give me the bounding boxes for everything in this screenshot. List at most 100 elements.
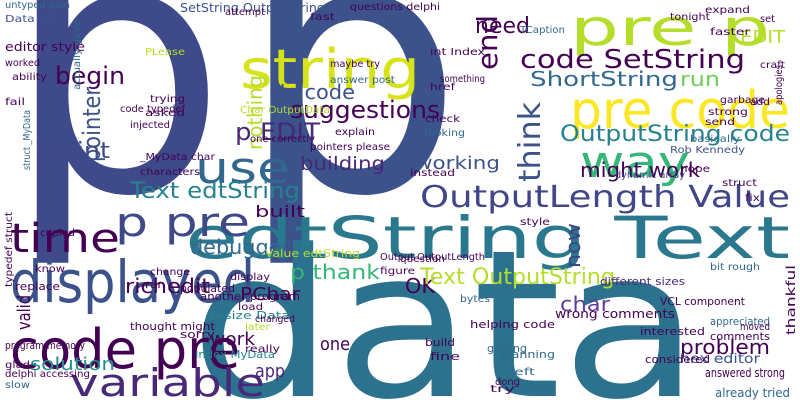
- word: p thank: [290, 260, 380, 284]
- word: fix: [745, 193, 760, 204]
- word: try: [490, 384, 515, 395]
- word: trying: [150, 94, 185, 105]
- word: TCaption: [519, 25, 565, 36]
- word: pointer: [78, 87, 106, 162]
- word: change: [150, 267, 190, 278]
- word: worked: [5, 58, 40, 69]
- word: p pre: [115, 200, 250, 246]
- word: questions delphi: [350, 2, 440, 13]
- word: comments: [710, 330, 770, 343]
- word: need: [475, 14, 530, 39]
- word: OutputString code: [560, 122, 790, 147]
- word: thought might: [130, 320, 216, 333]
- word: int Index: [430, 47, 485, 58]
- word: something: [440, 74, 485, 85]
- word: basically: [690, 134, 740, 145]
- word: problem: [680, 335, 770, 359]
- word: faster: [710, 27, 751, 38]
- word: program memory: [5, 339, 85, 352]
- word: variable: [70, 361, 265, 400]
- word: populated: [180, 282, 235, 295]
- word: delphi accessing: [5, 369, 90, 380]
- word: getting: [487, 342, 527, 355]
- word: untyped poin: [5, 0, 70, 11]
- word: run: [680, 67, 720, 91]
- word: hex editor: [680, 352, 761, 367]
- word: instead: [410, 168, 455, 179]
- word: copied: [40, 228, 75, 239]
- word: apologies: [774, 65, 785, 105]
- word: Unicode: [270, 80, 355, 104]
- word: attempt: [225, 7, 265, 18]
- word: another program: [200, 290, 300, 303]
- word: nothing: [243, 75, 267, 150]
- word: Index MyData: [195, 348, 275, 361]
- word: explain: [335, 127, 375, 138]
- word: answered strong: [705, 366, 785, 380]
- word: thankful: [784, 265, 798, 335]
- word: OK: [405, 274, 436, 298]
- word: actually gave: [72, 20, 83, 90]
- word: struct _MyData: [22, 110, 33, 170]
- word: struct: [722, 178, 757, 189]
- word: valid: [14, 295, 35, 330]
- word: display: [230, 272, 270, 283]
- word: question: [400, 254, 445, 265]
- word: bit rough: [710, 262, 760, 273]
- word: begin: [55, 62, 125, 90]
- word: PChar: [240, 284, 301, 305]
- word: pointers please: [310, 142, 390, 153]
- word: send: [705, 117, 735, 128]
- word: Data int: [5, 14, 55, 25]
- word: know: [35, 264, 65, 275]
- word: solution: [30, 354, 115, 375]
- word: Text edtString: [129, 179, 300, 204]
- word: p: [5, 0, 227, 273]
- word: Rob Kennedy: [670, 145, 745, 156]
- word: resize Data: [210, 309, 290, 322]
- word: strong: [708, 107, 748, 118]
- word: Text OutputString: [419, 265, 615, 290]
- word: planning: [500, 348, 555, 361]
- word: displayed: [10, 248, 255, 316]
- word: data: [190, 207, 700, 400]
- word: way: [580, 137, 690, 188]
- word: moved: [740, 322, 770, 333]
- word: point: [45, 139, 110, 164]
- word: fast: [310, 12, 335, 23]
- word: asked: [145, 108, 185, 119]
- word: one correctly: [250, 134, 315, 145]
- word: sorry: [180, 328, 216, 341]
- word: ShortString: [530, 67, 678, 91]
- word: wrong comments: [555, 307, 675, 321]
- word: use: [195, 143, 290, 194]
- word: pre code: [570, 81, 790, 141]
- word: replace: [15, 280, 60, 293]
- word: code SetString: [520, 45, 745, 75]
- word: EDIT: [740, 27, 786, 48]
- word: tonight: [670, 12, 710, 23]
- word: really: [245, 344, 280, 355]
- word: slow: [5, 380, 30, 391]
- word: working: [415, 153, 500, 174]
- word: build: [425, 336, 455, 349]
- word: looking: [425, 128, 465, 139]
- word: now: [561, 223, 585, 268]
- word: considered: [645, 353, 710, 366]
- word: OutputLength Value: [420, 180, 790, 215]
- word: left: [510, 367, 535, 378]
- word: ability: [12, 72, 47, 83]
- word: suggestions: [290, 96, 440, 124]
- word: figure: [380, 266, 415, 277]
- word: debugger: [190, 235, 291, 259]
- word: garbage: [720, 95, 765, 106]
- word: app: [255, 361, 285, 382]
- word: code typedef: [120, 104, 185, 115]
- word: richedit: [125, 274, 210, 298]
- word: p: [238, 0, 464, 273]
- word: SetString OutputString: [180, 1, 325, 15]
- word: fine: [430, 350, 460, 363]
- word: building: [300, 153, 385, 175]
- word: typedef struct: [4, 212, 15, 287]
- word: dynamic array: [615, 170, 685, 181]
